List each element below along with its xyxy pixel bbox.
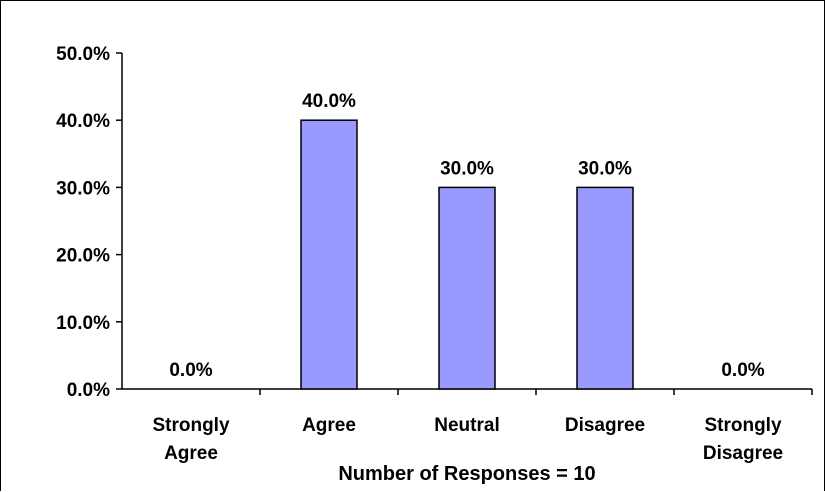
data-labels: 0.0% 40.0% 30.0% 30.0% 0.0%: [169, 91, 764, 381]
x-category-label: Disagree: [565, 415, 645, 436]
bar: [576, 186, 634, 390]
y-tick-label: 10.0%: [56, 313, 110, 334]
bar-data-label: 30.0%: [578, 158, 632, 179]
bars: [300, 119, 634, 390]
bar: [300, 119, 358, 390]
y-tick-label: 40.0%: [56, 111, 110, 132]
x-category-label: Neutral: [434, 415, 499, 436]
y-tick-label: 20.0%: [56, 246, 110, 267]
bar-data-label: 0.0%: [721, 360, 764, 381]
x-axis-title: Number of Responses = 10: [338, 463, 595, 485]
y-tick-label: 30.0%: [56, 178, 110, 199]
bar-data-label: 0.0%: [169, 360, 212, 381]
y-tick-label: 0.0%: [67, 380, 110, 401]
bar-data-label: 40.0%: [302, 91, 356, 112]
y-axis-ticks: 0.0% 10.0% 20.0% 30.0% 40.0% 50.0%: [56, 44, 122, 401]
y-tick-label: 50.0%: [56, 44, 110, 65]
x-category-labels: Strongly Agree Agree Neutral Disagree Strongl…: [152, 415, 783, 464]
x-category-label: Agree: [302, 415, 356, 436]
x-axis-ticks: [259, 389, 813, 395]
bar: [438, 186, 496, 390]
bar-data-label: 30.0%: [440, 158, 494, 179]
x-category-label: Strongly Disagree: [703, 415, 783, 464]
x-category-label: Strongly Agree: [152, 415, 229, 464]
